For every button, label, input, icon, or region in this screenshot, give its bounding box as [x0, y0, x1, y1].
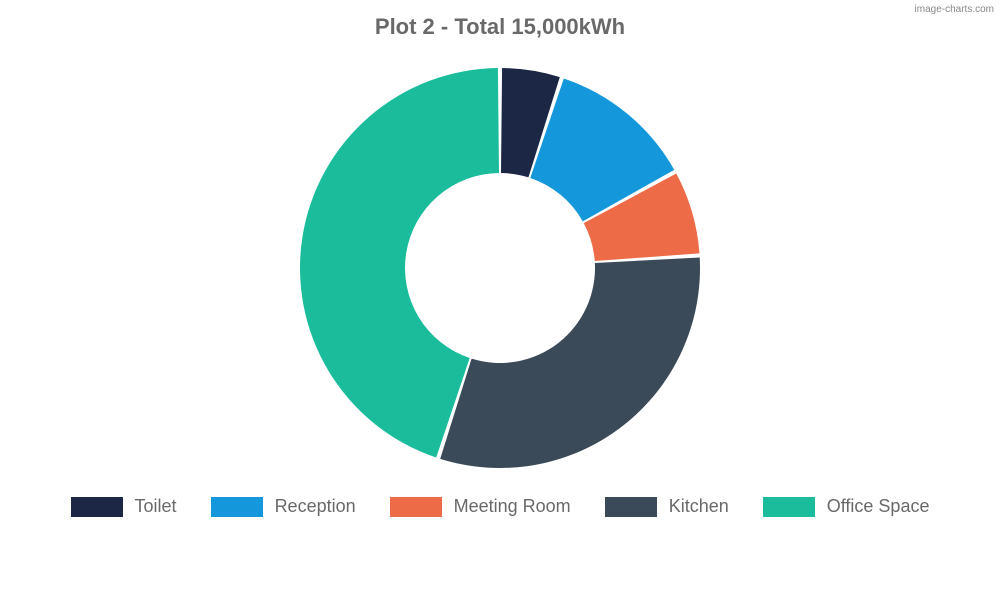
legend-label: Meeting Room [454, 496, 571, 517]
legend-item: Meeting Room [390, 496, 571, 517]
legend-swatch [605, 497, 657, 517]
legend-item: Kitchen [605, 496, 729, 517]
legend-swatch [763, 497, 815, 517]
chart-title: Plot 2 - Total 15,000kWh [0, 0, 1000, 40]
legend-swatch [390, 497, 442, 517]
legend-label: Office Space [827, 496, 930, 517]
legend-item: Office Space [763, 496, 930, 517]
donut-svg [290, 58, 710, 478]
donut-slice [440, 258, 700, 468]
donut-chart [0, 58, 1000, 478]
legend-label: Toilet [135, 496, 177, 517]
legend-item: Toilet [71, 496, 177, 517]
legend-item: Reception [211, 496, 356, 517]
legend-swatch [211, 497, 263, 517]
legend: Toilet Reception Meeting Room Kitchen Office… [0, 496, 1000, 517]
legend-label: Reception [275, 496, 356, 517]
legend-label: Kitchen [669, 496, 729, 517]
watermark: image-charts.com [915, 4, 994, 15]
legend-swatch [71, 497, 123, 517]
